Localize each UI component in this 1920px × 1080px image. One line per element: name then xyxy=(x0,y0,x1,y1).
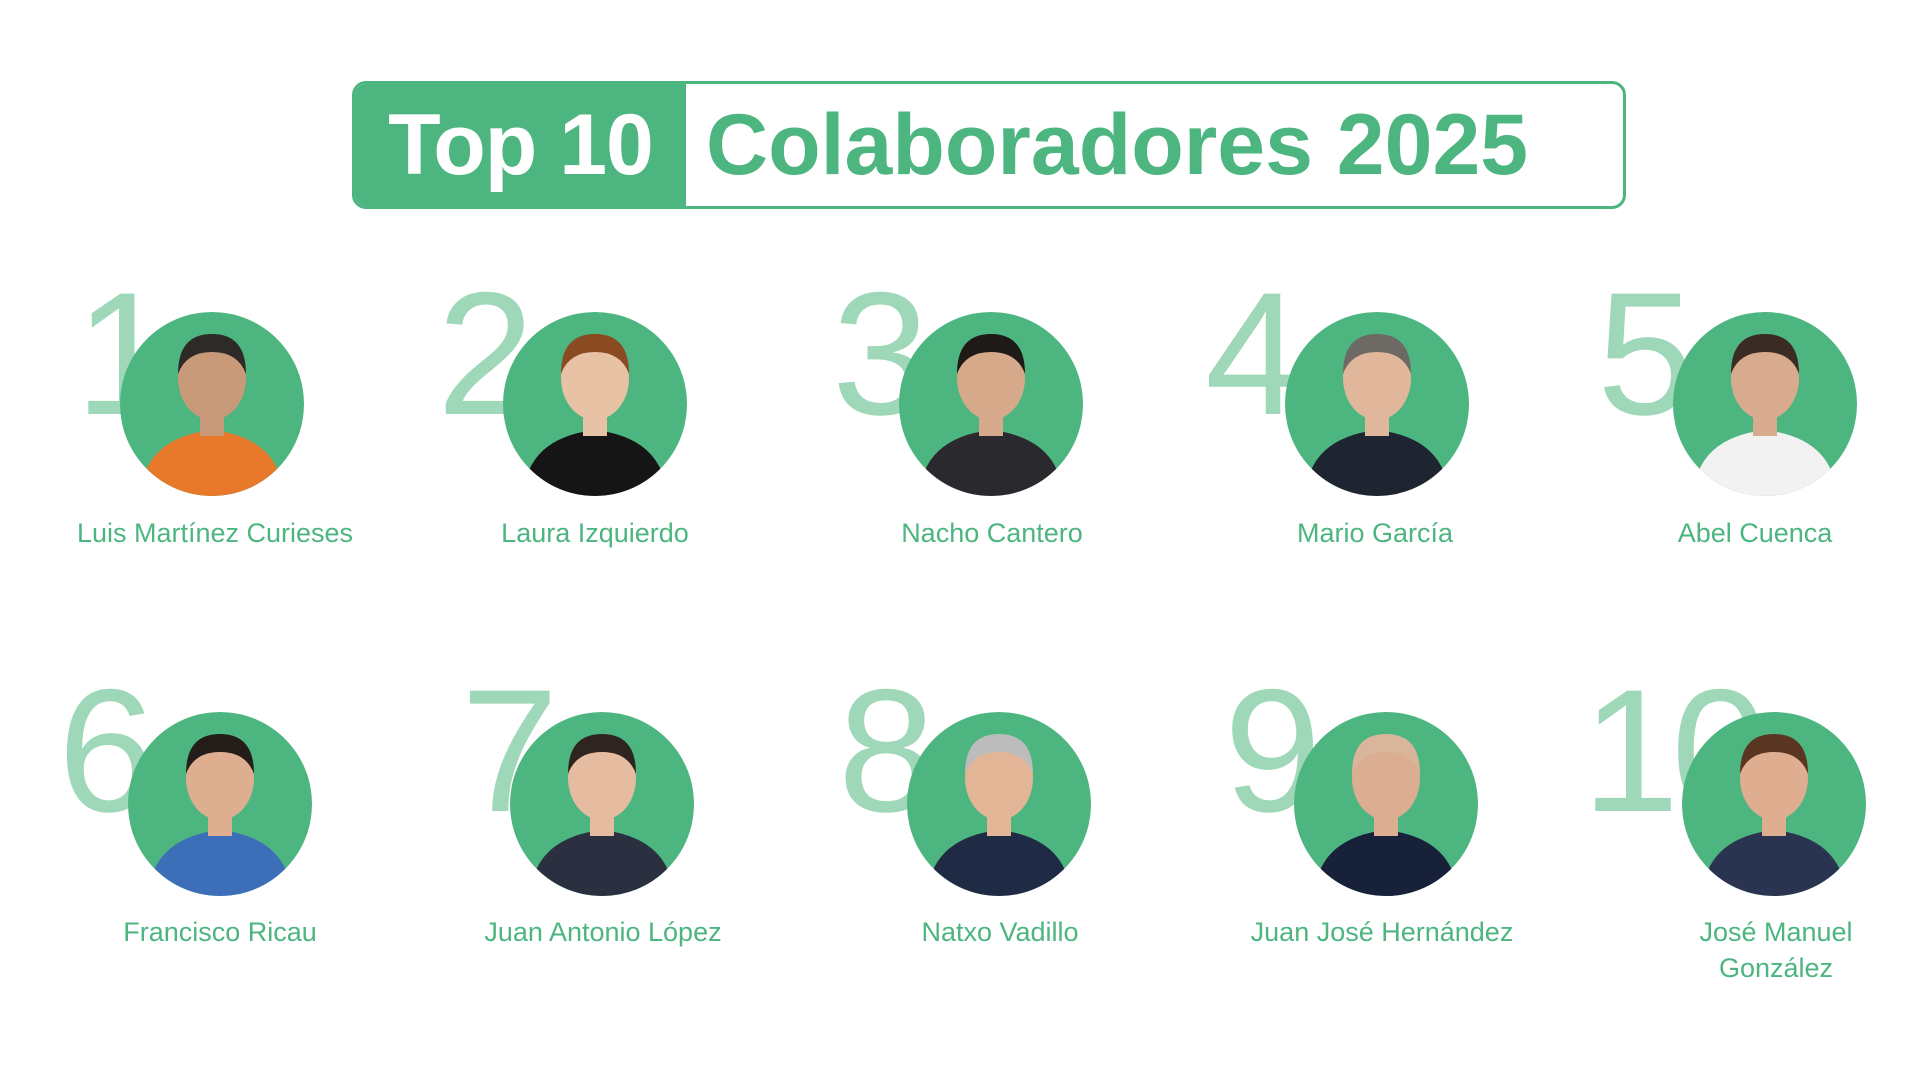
title-rest: Colaboradores 2025 xyxy=(706,97,1529,193)
person-portrait xyxy=(1702,734,1846,896)
collaborator-card: 6 Francisco Ricau xyxy=(50,664,390,994)
person-portrait xyxy=(148,734,292,896)
person-face xyxy=(186,736,254,820)
person-portrait xyxy=(140,334,284,496)
collaborator-name: Juan José Hernández xyxy=(1250,917,1514,947)
collaborator-card: 8 Natxo Vadillo xyxy=(830,664,1170,994)
person-face xyxy=(1352,736,1420,820)
collaborator-name: José Manuel González xyxy=(1699,917,1853,983)
avatar xyxy=(1682,712,1866,896)
collaborator-name: Natxo Vadillo xyxy=(921,917,1079,947)
collaborator-card: 1 Luis Martínez Curieses xyxy=(45,262,385,592)
person-portrait xyxy=(523,334,667,496)
collaborator-card: 2 Laura Izquierdo xyxy=(425,262,765,592)
person-body xyxy=(523,430,667,496)
collaborator-card: 7 Juan Antonio López xyxy=(433,664,773,994)
person-portrait xyxy=(919,334,1063,496)
avatar xyxy=(510,712,694,896)
avatar xyxy=(1294,712,1478,896)
person-portrait xyxy=(927,734,1071,896)
person-face xyxy=(561,336,629,420)
collaborator-name: Mario García xyxy=(1296,518,1454,548)
title-highlight: Top 10 xyxy=(388,97,654,193)
person-body xyxy=(919,430,1063,496)
person-face xyxy=(1343,336,1411,420)
person-portrait xyxy=(1305,334,1449,496)
collaborator-name: Abel Cuenca xyxy=(1677,518,1833,548)
avatar xyxy=(907,712,1091,896)
person-hair xyxy=(1740,734,1808,774)
person-body xyxy=(1702,830,1846,896)
person-body xyxy=(530,830,674,896)
person-portrait xyxy=(530,734,674,896)
person-hair xyxy=(1352,734,1420,774)
rank-number: 4 xyxy=(1205,257,1302,452)
person-body xyxy=(927,830,1071,896)
collaborator-name: Juan Antonio López xyxy=(484,917,722,947)
person-hair xyxy=(178,334,246,374)
person-face xyxy=(965,736,1033,820)
avatar xyxy=(1673,312,1857,496)
collaborator-name: Nacho Cantero xyxy=(901,518,1083,548)
person-body xyxy=(1314,830,1458,896)
person-hair xyxy=(561,334,629,374)
person-hair xyxy=(1343,334,1411,374)
avatar xyxy=(120,312,304,496)
person-face xyxy=(568,736,636,820)
avatar xyxy=(503,312,687,496)
person-hair xyxy=(186,734,254,774)
person-face xyxy=(957,336,1025,420)
person-hair xyxy=(957,334,1025,374)
person-body xyxy=(1305,430,1449,496)
avatar xyxy=(1285,312,1469,496)
avatar xyxy=(899,312,1083,496)
collaborator-name: Francisco Ricau xyxy=(123,917,317,947)
person-face xyxy=(1731,336,1799,420)
title-highlight-box: Top 10 xyxy=(355,84,686,206)
title-rest-box: Colaboradores 2025 xyxy=(686,84,1623,206)
collaborator-card: 9 Juan José Hernández xyxy=(1212,664,1552,994)
person-face xyxy=(1740,736,1808,820)
collaborator-card: 4 Mario García xyxy=(1205,262,1545,592)
collaborator-name: Luis Martínez Curieses xyxy=(76,518,354,548)
person-face xyxy=(178,336,246,420)
person-body xyxy=(140,430,284,496)
person-portrait xyxy=(1314,734,1458,896)
collaborator-card: 10 José Manuel González xyxy=(1562,664,1902,994)
person-hair xyxy=(568,734,636,774)
collaborator-card: 3 Nacho Cantero xyxy=(822,262,1162,592)
person-hair xyxy=(1731,334,1799,374)
person-hair xyxy=(965,734,1033,774)
collaborator-card: 5 Abel Cuenca xyxy=(1585,262,1920,592)
person-body xyxy=(148,830,292,896)
title-banner: Top 10 Colaboradores 2025 xyxy=(352,81,1626,209)
person-body xyxy=(1693,430,1837,496)
person-portrait xyxy=(1693,334,1837,496)
avatar xyxy=(128,712,312,896)
collaborator-name: Laura Izquierdo xyxy=(501,518,689,548)
